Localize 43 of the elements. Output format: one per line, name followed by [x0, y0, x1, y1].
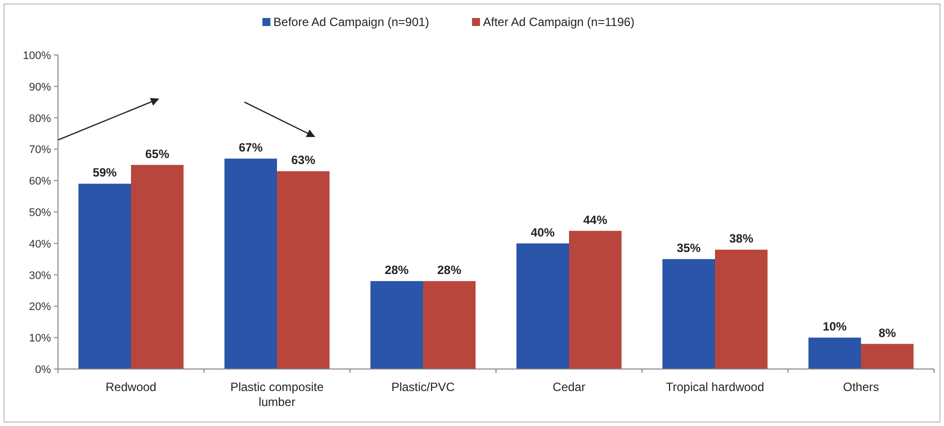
bar	[715, 250, 768, 369]
y-tick-label: 0%	[35, 364, 52, 376]
data-label: 28%	[437, 263, 462, 278]
bar	[569, 230, 622, 369]
data-label: 40%	[530, 225, 556, 240]
y-tick-label: 10%	[28, 332, 52, 345]
bar	[78, 184, 131, 369]
bar	[277, 171, 330, 369]
y-tick-label: 90%	[28, 81, 52, 94]
x-tick-label: Tropical hardwood	[666, 380, 764, 394]
bar	[423, 281, 476, 369]
y-tick-label: 70%	[28, 144, 52, 156]
data-label: 65%	[145, 146, 170, 161]
bar	[131, 164, 184, 369]
bar	[224, 158, 277, 369]
bar	[662, 259, 715, 369]
bar	[516, 243, 569, 369]
bar	[861, 344, 914, 369]
data-label: 35%	[676, 241, 702, 256]
y-tick-label: 60%	[28, 176, 52, 188]
data-label: 8%	[878, 326, 896, 340]
y-tick-label: 50%	[28, 207, 52, 219]
x-tick-label: Cedar	[552, 380, 586, 394]
data-label: 59%	[92, 166, 118, 180]
y-tick-label: 30%	[28, 270, 52, 282]
x-tick-label: Plastic composite lumber	[230, 380, 324, 409]
y-tick-label: 100%	[22, 50, 52, 62]
x-tick-label: Redwood	[106, 380, 156, 394]
legend-label: After Ad Campaign (n=1196)	[483, 15, 635, 29]
x-tick-label: Others	[842, 380, 880, 394]
data-label: 38%	[729, 232, 754, 246]
data-label: 10%	[822, 320, 848, 334]
data-label: 63%	[291, 153, 316, 168]
data-label: 44%	[583, 212, 608, 227]
data-label: 67%	[238, 140, 264, 155]
legend-label: Before Ad Campaign (n=901)	[273, 15, 430, 29]
x-tick-label: Plastic/PVC	[391, 380, 456, 394]
y-tick-label: 80%	[28, 112, 52, 125]
data-label: 28%	[384, 263, 410, 278]
bar	[370, 281, 423, 369]
y-tick-label: 20%	[28, 301, 52, 314]
y-tick-label: 40%	[28, 238, 52, 250]
bar	[808, 338, 861, 369]
